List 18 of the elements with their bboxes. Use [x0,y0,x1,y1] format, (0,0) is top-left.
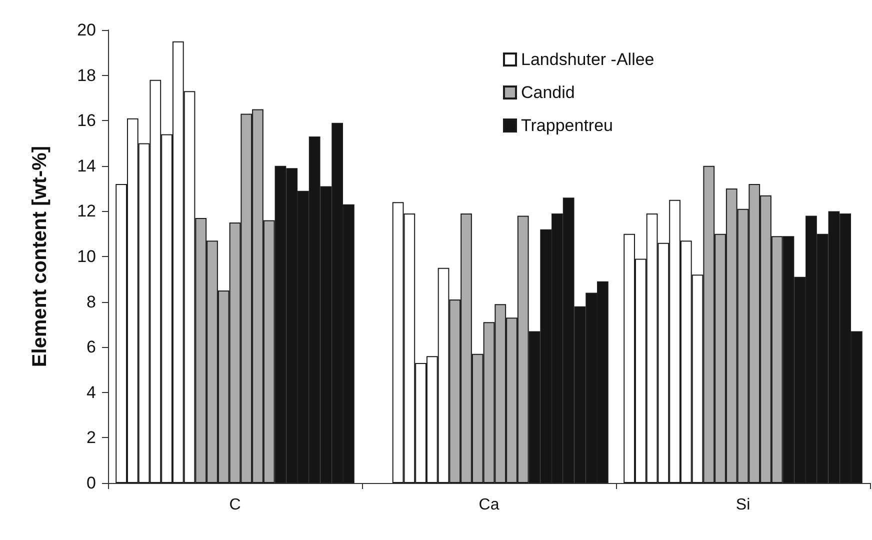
y-tick-label: 6 [86,338,96,357]
y-tick-label: 2 [86,428,96,448]
legend-label: Candid [521,83,575,102]
legend-label: Landshuter -Allee [521,50,654,69]
y-tick-label: 0 [86,474,96,492]
y-tick-label: 4 [86,382,96,402]
y-tick-label: 16 [77,111,96,130]
y-tick-label: 18 [77,66,96,85]
y-axis-title: Element content [wt-%] [29,146,51,368]
y-tick-label: 10 [77,247,96,266]
y-tick-label: 8 [86,292,96,312]
y-tick-label: 12 [77,202,96,221]
y-tick-label: 14 [77,156,96,176]
y-tick-label: 20 [77,20,96,40]
x-tick-label: C [229,496,241,514]
x-tick-label: Si [736,496,750,514]
x-tick-label: Ca [478,496,500,514]
legend-label: Trappentreu [521,116,613,135]
